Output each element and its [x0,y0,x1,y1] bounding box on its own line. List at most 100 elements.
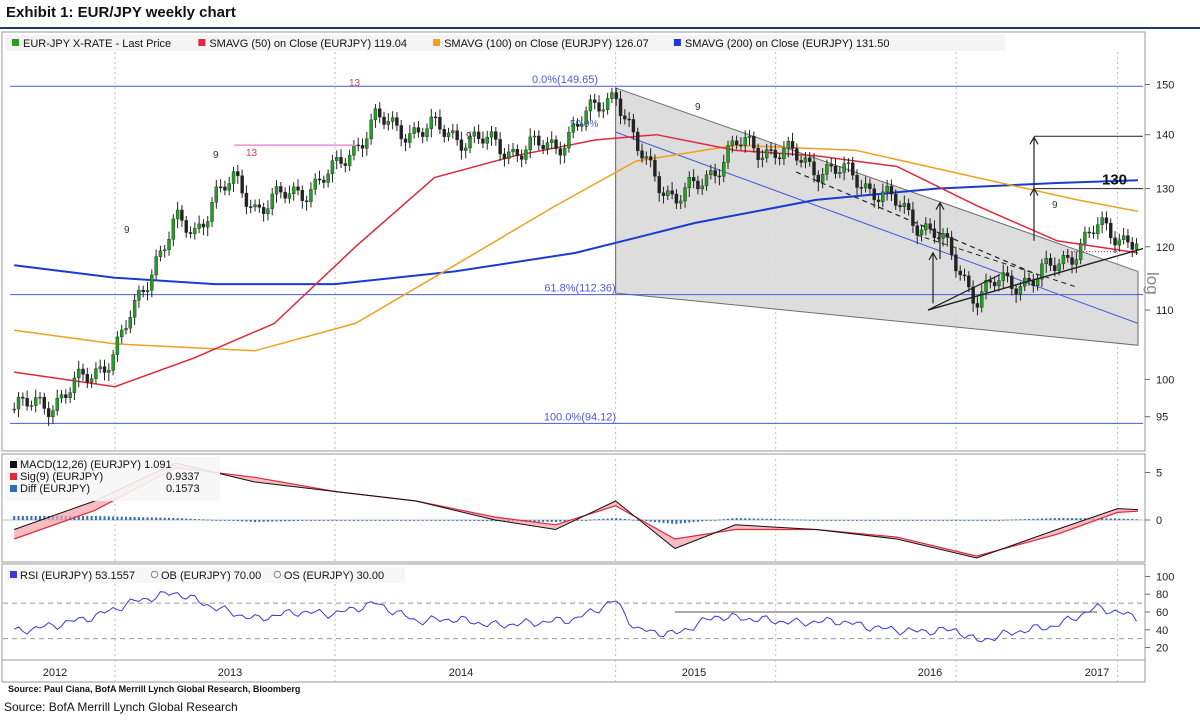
legend-swatch [12,39,19,46]
candle-body [653,159,657,177]
macd-diff-bar [679,520,682,524]
macd-diff-bar [275,520,278,522]
candle-body [494,131,498,140]
macd-diff-bar [791,519,794,521]
macd-diff-bar [198,519,201,520]
candle-body [1010,275,1014,289]
macd-diff-bar [671,520,674,524]
candle-body [145,290,150,293]
macd-diff-bar [903,520,906,521]
macd-diff-bar [107,516,110,520]
macd-diff-bar [804,519,807,521]
macd-diff-bar [206,519,209,521]
macd-diff-bar [576,520,579,521]
candle-body [292,186,296,194]
candle-body [326,173,330,183]
candle-body [1014,288,1018,295]
candle-body [554,139,558,149]
candle-body [193,228,197,234]
candle-body [1100,217,1104,225]
price-y-axis: 95 100 110 120 130 140 150 log [1143,80,1174,424]
macd-y-tick-label: 0 [1156,515,1162,527]
candle-body [760,157,765,160]
candle-body [21,396,25,399]
macd-diff-bar [77,516,80,520]
macd-diff-bar [348,520,351,521]
macd-diff-bar [997,520,1000,521]
candle-body [459,139,464,151]
candle-body [997,280,1001,287]
macd-diff-bar [163,517,166,520]
macd-diff-bar [215,520,218,521]
candle-body [438,116,442,130]
candle-body [1126,235,1130,243]
price-y-tick-label: 95 [1156,412,1168,424]
candle-body [240,175,244,194]
legend-entry: SMAVG (100) on Close (EURJPY) 126.07 [444,38,649,50]
macd-diff-bar [800,519,803,521]
macd-diff-bar [593,519,596,521]
candle-body [102,366,107,373]
macd-diff-bar [709,520,712,521]
candle-body [773,149,778,158]
macd-diff-bar [1049,518,1052,520]
macd-diff-bar [881,520,884,521]
candle-body [68,392,72,398]
candle-body [971,286,975,304]
candle-body [395,117,399,126]
candle-body [984,280,988,292]
macd-diff-bar [305,520,308,521]
macd-diff-bar [658,520,661,523]
candle-body [1053,265,1057,271]
macd-diff-bar [460,520,463,521]
candle-body [644,156,649,159]
candle-body [412,127,416,134]
macd-diff-bar [847,520,850,521]
rsi-line [13,591,1137,643]
legend-swatch [10,461,17,468]
macd-diff-bar [447,520,450,521]
macd-diff-bar [327,520,330,521]
macd-diff-bar [886,520,889,521]
macd-diff-bar [563,520,566,522]
candle-body [726,145,730,163]
candle-body [1057,263,1061,271]
macd-diff-bar [714,520,717,521]
macd-diff-bar [550,520,553,522]
macd-diff-bar [877,520,880,521]
macd-diff-bar [632,519,635,521]
macd-series [3,456,1143,561]
macd-diff-bar [219,520,222,521]
legend-swatch [10,485,17,492]
macd-diff-bar [292,520,295,522]
candle-body [408,133,412,143]
candle-body [34,397,38,406]
legend-swatch [150,570,159,579]
macd-diff-bar [17,516,20,520]
candle-body [765,149,769,159]
macd-diff-bar [340,520,343,521]
title-rule [0,27,1200,29]
candle-body [919,229,924,236]
candle-body [266,208,270,214]
macd-diff-bar [808,519,811,521]
macd-diff-bar [696,520,699,522]
candle-body [464,147,468,151]
candle-body [373,108,378,121]
macd-diff-bar [185,518,188,520]
candle-body [519,155,524,160]
candle-body [64,394,68,398]
candle-body [223,186,227,191]
rsi-y-axis: 20 40 60 80 100 [1145,571,1174,655]
candle-body [128,317,133,329]
candle-body [571,124,575,133]
macd-diff-bar [443,520,446,521]
candle-body [425,128,429,137]
candle-body [739,144,743,147]
macd-diff-bar [142,517,145,520]
candle-body [313,178,317,190]
candle-body [876,199,881,202]
candle-body [51,410,55,417]
candle-body [790,141,795,149]
macd-diff-bar [731,518,734,520]
